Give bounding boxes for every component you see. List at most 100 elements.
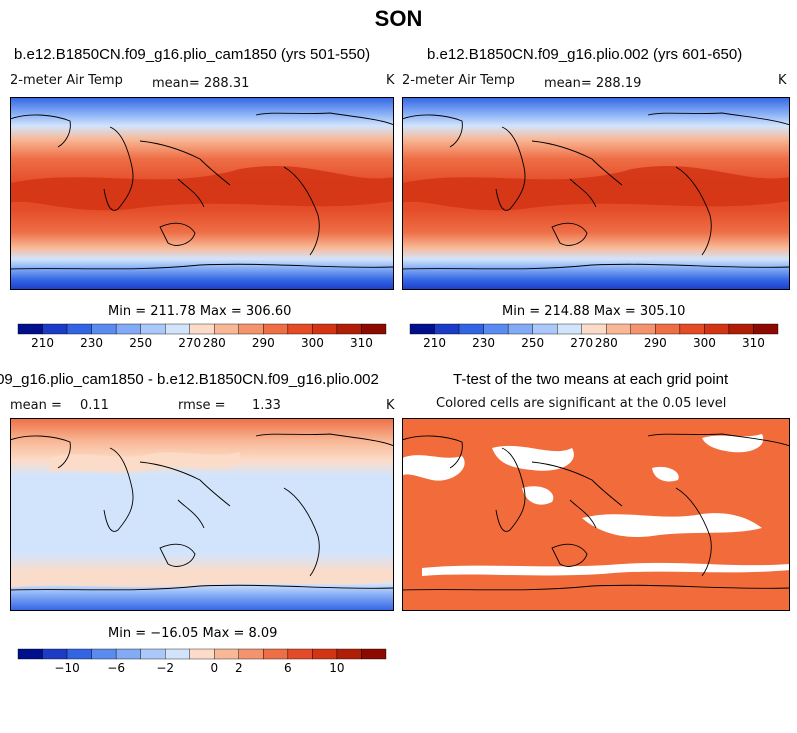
panel3-rmse-label: rmse = [178,398,226,413]
figure-title: SON [374,6,423,31]
colorbar-box [115,323,141,335]
colorbar-tick-label: 300 [301,336,324,350]
panel2-mean: mean= 288.19 [544,76,642,91]
panel2-title: b.e12.B1850CN.f09_g16.plio.002 (yrs 601-… [427,46,743,63]
panel3-map [10,418,394,611]
colorbar-box [336,648,362,660]
colorbar-box [140,323,166,335]
colorbar-tick-label: 6 [284,661,292,675]
colorbar-tick-label: 270 [570,336,593,350]
colorbar-box [606,323,631,335]
colorbar-box [214,648,239,660]
panel4-title: T-test of the two means at each grid poi… [453,371,729,388]
colorbar-box [140,648,166,660]
colorbar-box [91,323,117,335]
colorbar-box [189,323,215,335]
colorbar-box [17,323,43,335]
panel3-colorbar: −10 −6 −2 0 2 6 10 [17,648,387,675]
colorbar-tick-label: 310 [350,336,373,350]
panel3-rmse-value: 1.33 [252,398,281,413]
panel1-title: b.e12.B1850CN.f09_g16.plio_cam1850 (yrs … [14,46,371,63]
colorbar-box [287,648,313,660]
colorbar-box [336,323,362,335]
colorbar-box [287,323,313,335]
panel3-mean-value: 0.11 [80,398,109,413]
colorbar-box [581,323,607,335]
colorbar-tick-label: 250 [521,336,544,350]
colorbar-tick-label: 290 [644,336,667,350]
colorbar-box [164,323,190,335]
colorbar-box [238,648,264,660]
colorbar-box [556,323,582,335]
colorbar-tick-label: 210 [423,336,446,350]
colorbar-box [66,323,92,335]
colorbar-box [214,323,239,335]
panel1-variable: 2-meter Air Temp [10,73,123,88]
colorbar-tick-label: −2 [156,661,174,675]
colorbar-box [263,648,289,660]
colorbar-tick-label: 230 [472,336,495,350]
colorbar-box [728,323,754,335]
panel1-colorbar: 210 230 250 270 280 290 300 310 [17,323,387,350]
panel2-units: K [778,73,787,88]
colorbar-box [189,648,215,660]
panel3-title-clip: b.e12.B1850CN.f09_g16.plio_cam1850 - b.e… [0,370,463,392]
panel3-units: K [386,398,395,413]
colorbar-box [532,323,558,335]
colorbar-tick-label: 280 [595,336,618,350]
panel4-subtitle: Colored cells are significant at the 0.0… [436,396,727,411]
colorbar-box [679,323,705,335]
colorbar-tick-label: 2 [235,661,243,675]
colorbar-box [630,323,656,335]
panel1-coastlines [10,112,394,270]
colorbar-box [42,648,68,660]
colorbar-box [361,323,387,335]
colorbar-box [458,323,484,335]
panel3-mean-label: mean = [10,398,62,413]
colorbar-tick-label: 300 [693,336,716,350]
colorbar-box [17,648,43,660]
colorbar-box [263,323,289,335]
panel1-map [10,97,394,290]
colorbar-box [655,323,681,335]
panel1-minmax: Min = 211.78 Max = 306.60 [108,304,292,319]
colorbar-tick-label: −6 [107,661,125,675]
colorbar-tick-label: 270 [178,336,201,350]
colorbar-tick-label: 310 [742,336,765,350]
panel3-title: b.e12.B1850CN.f09_g16.plio_cam1850 - b.e… [0,371,379,388]
colorbar-box [753,323,779,335]
colorbar-tick-label: 250 [129,336,152,350]
panel1-mean: mean= 288.31 [152,76,250,91]
colorbar-box [164,648,190,660]
colorbar-tick-label: 230 [80,336,103,350]
colorbar-box [704,323,730,335]
panel2-coastlines [402,112,790,270]
panel4-map [402,418,790,611]
colorbar-box [42,323,68,335]
colorbar-box [409,323,435,335]
panel4-not-significant-regions [402,434,790,576]
panel1-units: K [386,73,395,88]
colorbar-box [115,648,141,660]
colorbar-box [66,648,92,660]
colorbar-box [238,323,264,335]
colorbar-box [91,648,117,660]
colorbar-tick-label: 290 [252,336,275,350]
colorbar-tick-label: 0 [210,661,218,675]
panel2-colorbar: 210 230 250 270 280 290 300 310 [409,323,779,350]
colorbar-box [483,323,509,335]
colorbar-tick-label: 10 [329,661,344,675]
colorbar-box [434,323,460,335]
panel2-variable: 2-meter Air Temp [402,73,515,88]
colorbar-tick-label: 210 [31,336,54,350]
colorbar-tick-label: −10 [54,661,79,675]
panel2-map [402,97,790,290]
panel4-coastlines [402,433,790,591]
panel3-coastlines [10,433,394,591]
colorbar-box [312,323,338,335]
colorbar-tick-label: 280 [203,336,226,350]
panel2-minmax: Min = 214.88 Max = 305.10 [502,304,686,319]
colorbar-box [361,648,387,660]
colorbar-box [312,648,338,660]
colorbar-box [507,323,533,335]
